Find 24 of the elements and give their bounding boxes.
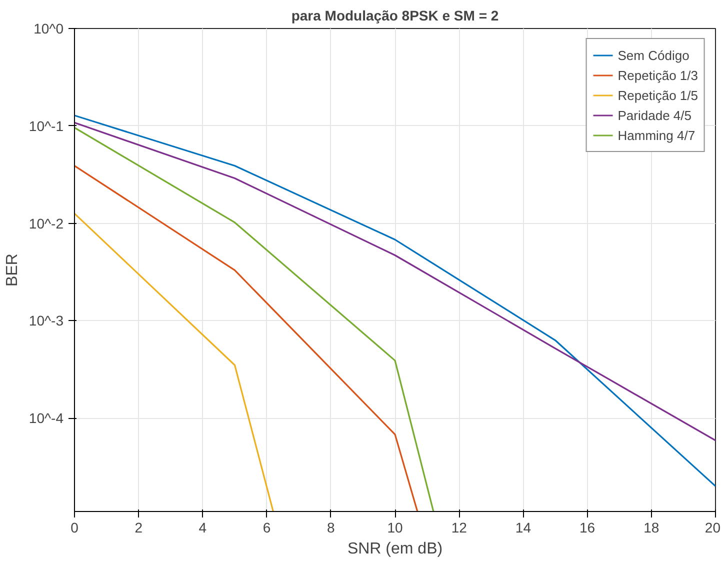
legend-label: Hamming 4/7 xyxy=(618,128,696,142)
y-tick-label: 10^-4 xyxy=(28,410,64,426)
y-tick-label: 10^-2 xyxy=(28,215,64,232)
legend-label: Paridade 4/5 xyxy=(618,108,692,122)
x-tick-label: 14 xyxy=(515,520,532,536)
x-tick-label: 18 xyxy=(644,520,660,536)
x-tick-label: 0 xyxy=(70,520,79,536)
x-tick-label: 16 xyxy=(580,520,596,536)
x-tick-label: 10 xyxy=(387,520,403,536)
legend-label: Repetição 1/3 xyxy=(618,68,698,82)
x-tick-label: 8 xyxy=(327,520,336,536)
x-tick-label: 12 xyxy=(451,520,468,536)
x-tick-label: 4 xyxy=(198,520,207,536)
y-tick-label: 10^0 xyxy=(34,20,64,36)
x-tick-label: 20 xyxy=(704,520,721,536)
x-axis-title: SNR (em dB) xyxy=(347,540,443,558)
y-tick-label: 10^-1 xyxy=(28,118,64,134)
legend-label: Sem Código xyxy=(618,48,690,62)
chart-title: para Modulação 8PSK e SM = 2 xyxy=(291,8,499,24)
legend-label: Repetição 1/5 xyxy=(618,88,698,102)
x-tick-label: 2 xyxy=(134,520,143,536)
y-axis-title: BER xyxy=(4,254,21,286)
y-tick-label: 10^-3 xyxy=(28,312,64,329)
x-tick-label: 6 xyxy=(262,520,271,536)
